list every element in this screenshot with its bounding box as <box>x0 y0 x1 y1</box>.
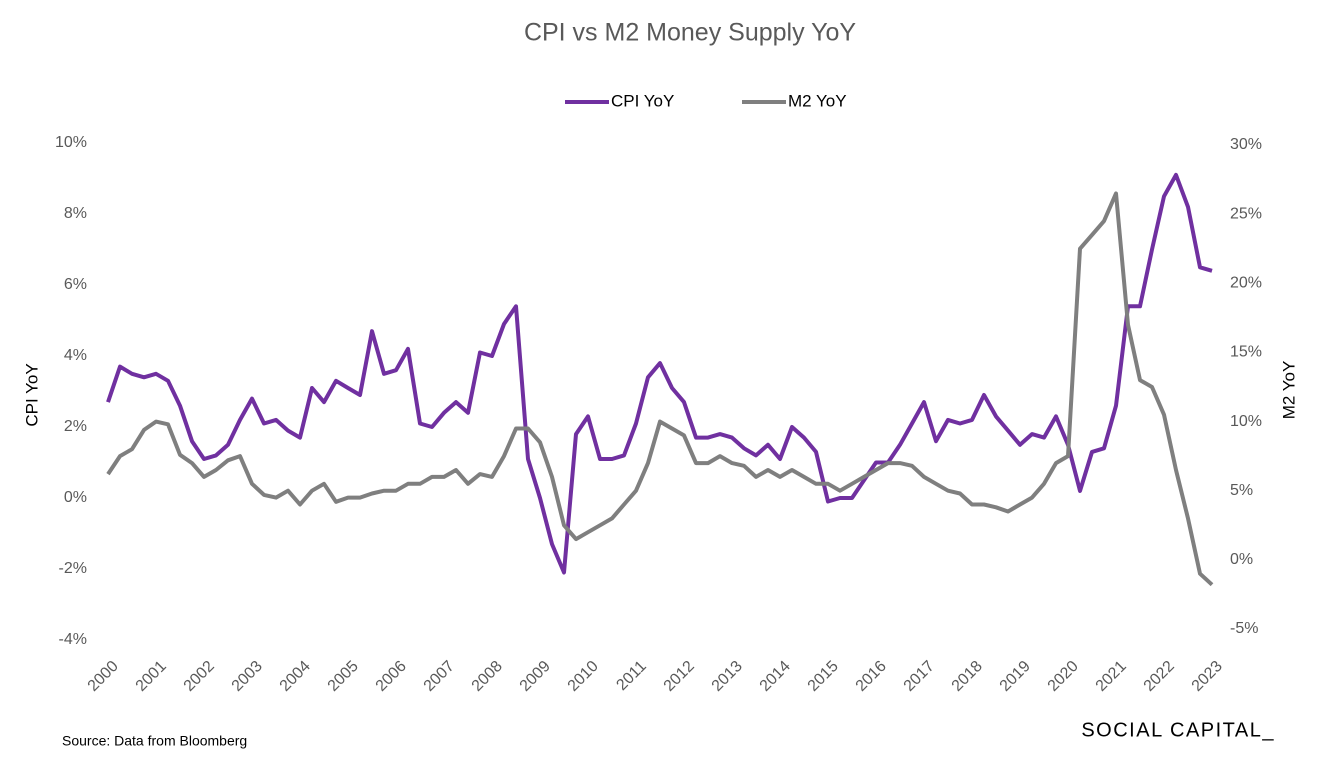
x-tick-label: 2016 <box>853 658 890 695</box>
x-tick-label: 2001 <box>133 658 170 695</box>
x-tick-label: 2023 <box>1189 658 1226 695</box>
legend-label: M2 YoY <box>788 91 847 110</box>
y-tick-label: 6% <box>64 276 87 293</box>
y2-tick-label: 5% <box>1230 482 1253 499</box>
x-tick-label: 2011 <box>613 658 649 694</box>
y2-tick-label: 25% <box>1230 205 1262 222</box>
x-tick-label: 2021 <box>1093 658 1130 695</box>
series-line <box>106 172 1213 575</box>
y-tick-label: 4% <box>64 347 87 364</box>
x-tick-label: 2010 <box>565 658 602 695</box>
x-tick-label: 2015 <box>805 658 842 695</box>
legend-label: CPI YoY <box>611 91 674 110</box>
y2-tick-label: 30% <box>1230 136 1262 153</box>
x-tick-label: 2012 <box>661 658 698 695</box>
y-tick-label: 0% <box>64 489 87 506</box>
series-line <box>106 191 1214 587</box>
y2-tick-label: 15% <box>1230 344 1262 361</box>
y-tick-label: 8% <box>64 205 87 222</box>
y-tick-label: 10% <box>55 134 87 151</box>
y2-tick-label: 20% <box>1230 275 1262 292</box>
x-tick-label: 2014 <box>757 658 794 695</box>
source-note: Source: Data from Bloomberg <box>62 733 247 749</box>
x-tick-label: 2018 <box>949 658 986 695</box>
x-tick-label: 2006 <box>373 658 410 695</box>
y-axis-title: CPI YoY <box>22 363 41 426</box>
x-tick-label: 2013 <box>709 658 746 695</box>
x-tick-label: 2019 <box>997 658 1034 695</box>
x-tick-label: 2005 <box>325 658 362 695</box>
x-tick-label: 2020 <box>1045 658 1082 695</box>
x-tick-label: 2004 <box>277 658 314 695</box>
y-tick-label: -2% <box>59 560 87 577</box>
x-tick-label: 2003 <box>229 658 266 695</box>
y2-tick-label: 0% <box>1230 551 1253 568</box>
brand: SOCIAL CAPITAL_ <box>1081 719 1275 741</box>
y-tick-label: -4% <box>59 631 87 648</box>
x-tick-label: 2022 <box>1141 658 1178 695</box>
x-tick-label: 2017 <box>901 658 938 695</box>
x-tick-label: 2008 <box>469 658 506 695</box>
chart-title: CPI vs M2 Money Supply YoY <box>524 19 856 47</box>
x-tick-label: 2009 <box>517 658 554 695</box>
y2-tick-label: 10% <box>1230 413 1262 430</box>
y2-tick-label: -5% <box>1230 620 1258 637</box>
x-tick-label: 2000 <box>85 658 122 695</box>
y-tick-label: 2% <box>64 418 87 435</box>
x-tick-label: 2002 <box>181 658 218 695</box>
y2-axis-title: M2 YoY <box>1279 361 1298 420</box>
x-tick-label: 2007 <box>421 658 458 695</box>
